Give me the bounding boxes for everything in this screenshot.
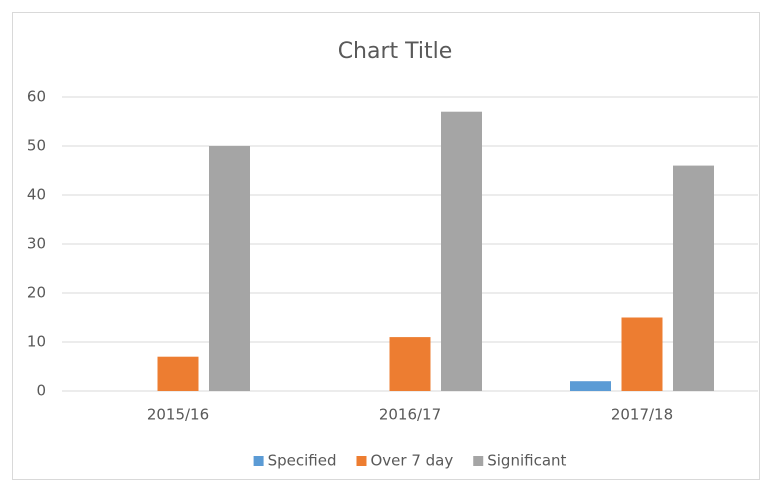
- y-tick-label: 30: [27, 235, 46, 253]
- chart-border: [12, 12, 760, 480]
- y-tick-label: 0: [36, 382, 46, 400]
- x-tick-label: 2016/17: [379, 406, 441, 424]
- bar: [673, 165, 714, 391]
- legend-swatch: [253, 456, 264, 466]
- x-tick-label: 2015/16: [147, 406, 209, 424]
- y-tick-label: 60: [27, 88, 46, 106]
- bar: [209, 146, 250, 391]
- bar: [389, 337, 431, 391]
- bar: [441, 111, 482, 391]
- legend-label: Specified: [268, 452, 337, 470]
- bar: [570, 381, 611, 391]
- chart-title: Chart Title: [338, 39, 453, 64]
- y-tick-label: 40: [27, 186, 46, 204]
- y-tick-label: 20: [27, 284, 46, 302]
- bar: [157, 356, 199, 391]
- legend-swatch: [473, 456, 484, 466]
- y-tick-label: 10: [27, 333, 46, 351]
- bar: [621, 317, 663, 391]
- y-tick-label: 50: [27, 137, 46, 155]
- legend-label: Over 7 day: [370, 452, 453, 470]
- legend-label: Significant: [487, 452, 566, 470]
- legend-swatch: [356, 456, 367, 466]
- x-tick-label: 2017/18: [611, 406, 673, 424]
